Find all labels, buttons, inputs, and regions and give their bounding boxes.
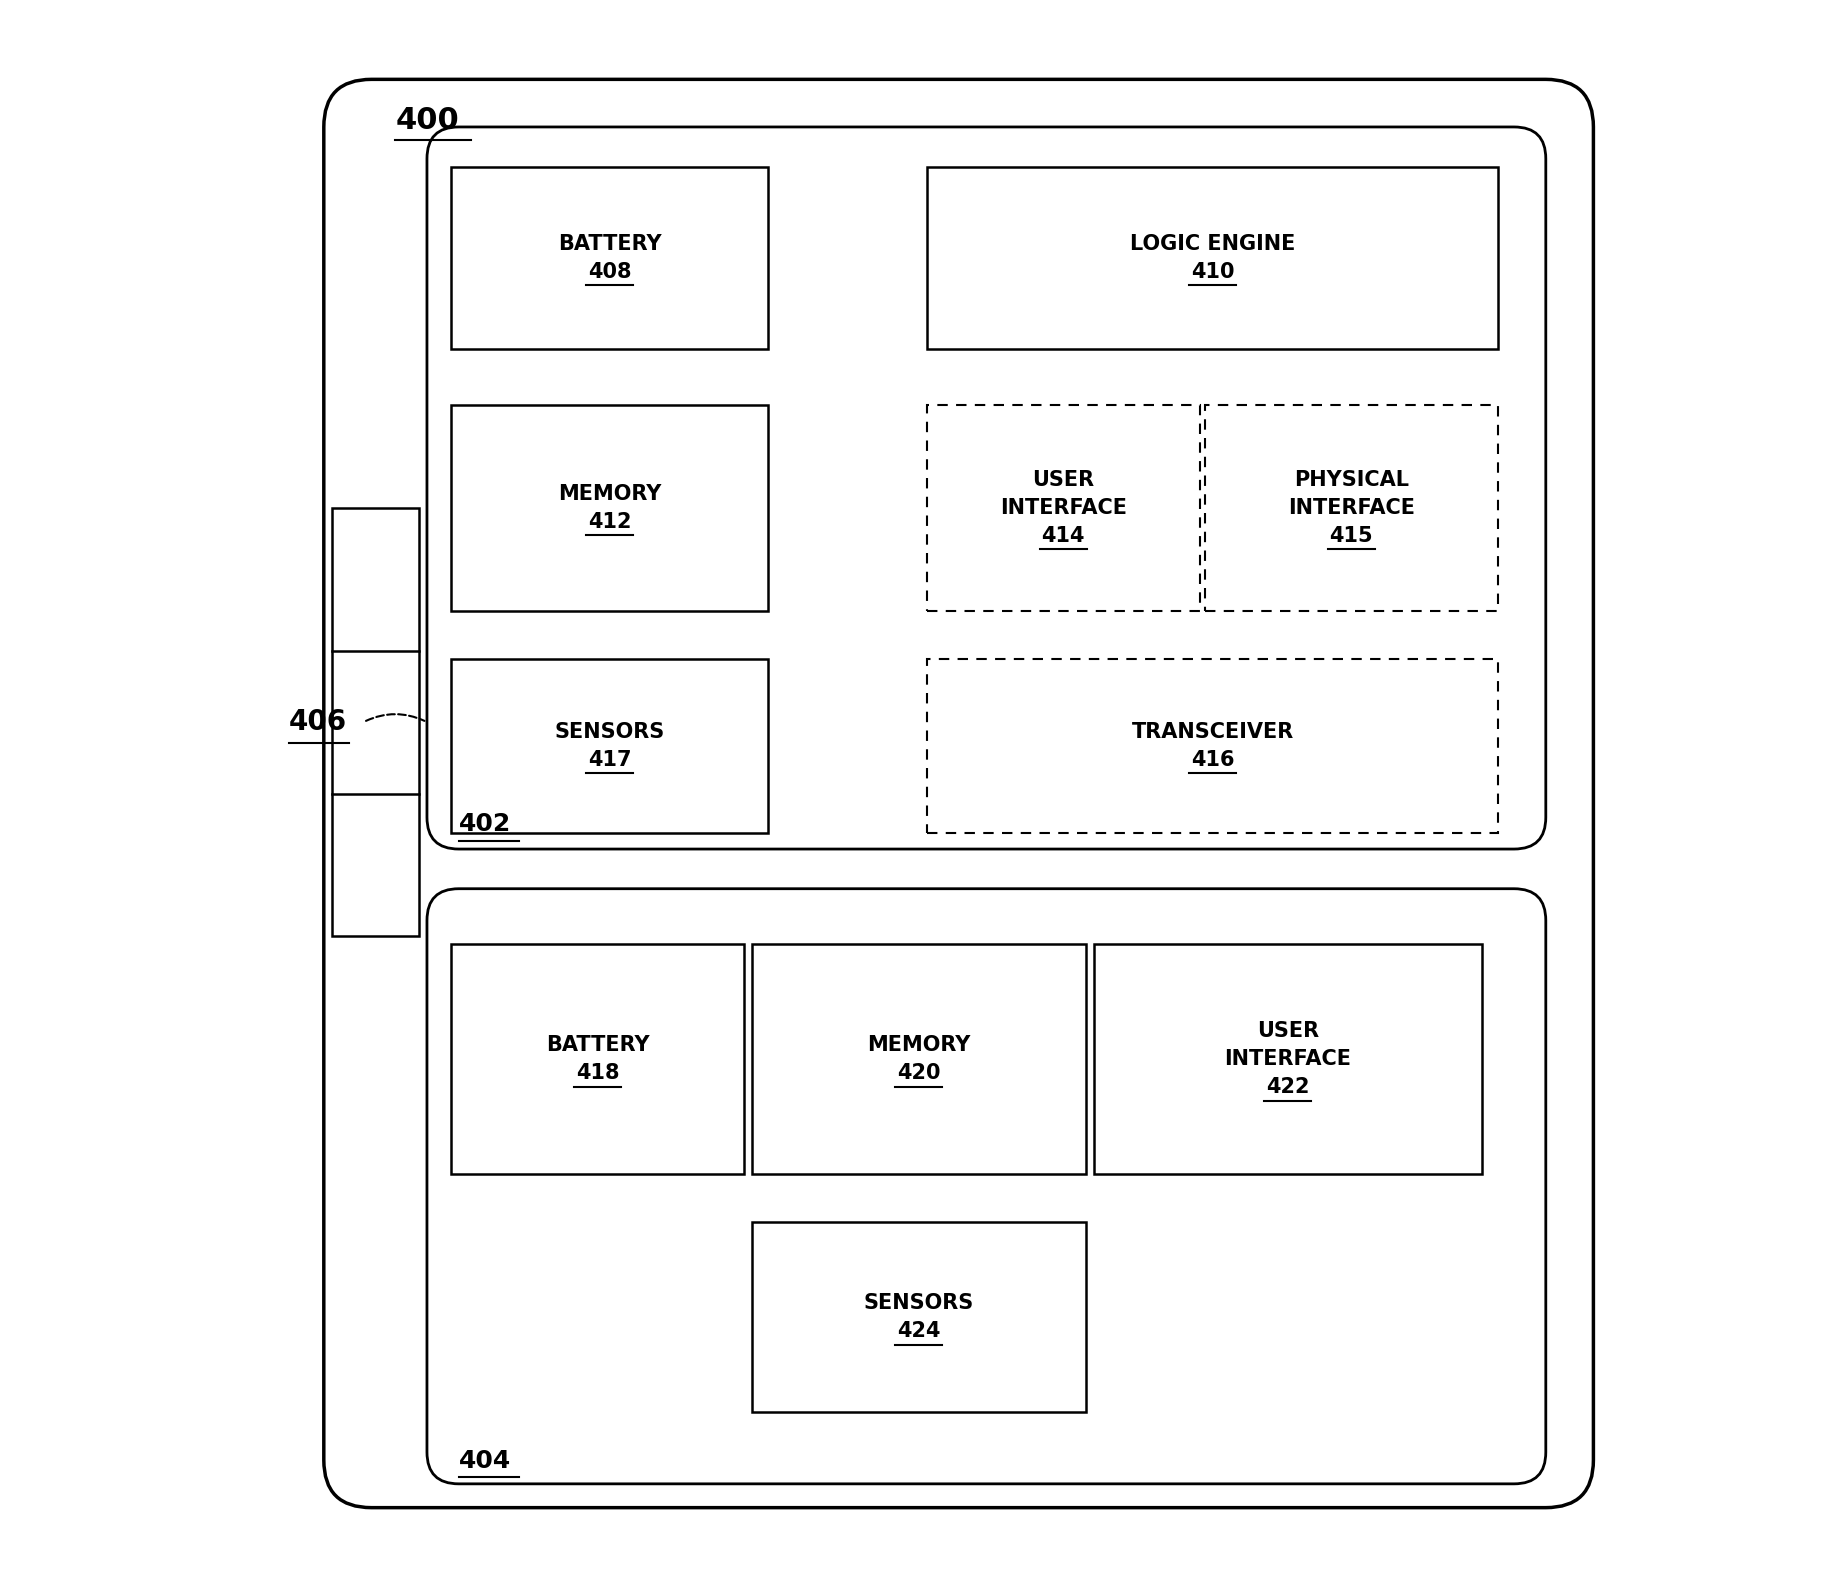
Text: USER: USER — [1257, 1020, 1319, 1041]
Bar — [927, 167, 1498, 349]
Text: BATTERY: BATTERY — [558, 233, 661, 254]
Text: 410: 410 — [1192, 262, 1233, 282]
Text: 400: 400 — [395, 106, 459, 135]
Text: MEMORY: MEMORY — [558, 484, 661, 503]
Text: USER: USER — [1033, 470, 1095, 490]
Text: BATTERY: BATTERY — [547, 1035, 649, 1055]
Bar — [752, 944, 1086, 1174]
Text: 404: 404 — [459, 1449, 510, 1473]
Text: SENSORS: SENSORS — [864, 1293, 975, 1312]
Text: 417: 417 — [589, 751, 630, 770]
Bar — [1093, 944, 1483, 1174]
FancyBboxPatch shape — [324, 79, 1594, 1508]
Text: PHYSICAL: PHYSICAL — [1294, 470, 1408, 490]
Text: 424: 424 — [896, 1322, 940, 1341]
Bar — [450, 659, 769, 833]
Bar — [1204, 405, 1498, 611]
Bar — [927, 405, 1201, 611]
Text: 420: 420 — [896, 1063, 940, 1084]
Text: INTERFACE: INTERFACE — [1000, 498, 1126, 517]
Text: 402: 402 — [459, 813, 510, 836]
Text: MEMORY: MEMORY — [867, 1035, 971, 1055]
Bar — [450, 167, 769, 349]
Bar — [332, 508, 419, 936]
Text: SENSORS: SENSORS — [554, 722, 665, 741]
Text: INTERFACE: INTERFACE — [1224, 1049, 1352, 1070]
Text: 414: 414 — [1042, 525, 1086, 546]
Bar — [450, 405, 769, 611]
Text: 416: 416 — [1192, 751, 1233, 770]
FancyBboxPatch shape — [426, 127, 1545, 849]
Text: 415: 415 — [1330, 525, 1374, 546]
Text: 418: 418 — [576, 1063, 619, 1084]
Bar — [927, 659, 1498, 833]
Text: INTERFACE: INTERFACE — [1288, 498, 1416, 517]
Text: 408: 408 — [589, 262, 630, 282]
Text: LOGIC ENGINE: LOGIC ENGINE — [1130, 233, 1295, 254]
Bar — [450, 944, 745, 1174]
Bar — [752, 1222, 1086, 1412]
Text: 422: 422 — [1266, 1078, 1310, 1098]
FancyBboxPatch shape — [426, 889, 1545, 1484]
Text: 406: 406 — [290, 708, 346, 736]
Text: 412: 412 — [589, 513, 630, 532]
Text: TRANSCEIVER: TRANSCEIVER — [1131, 722, 1294, 741]
